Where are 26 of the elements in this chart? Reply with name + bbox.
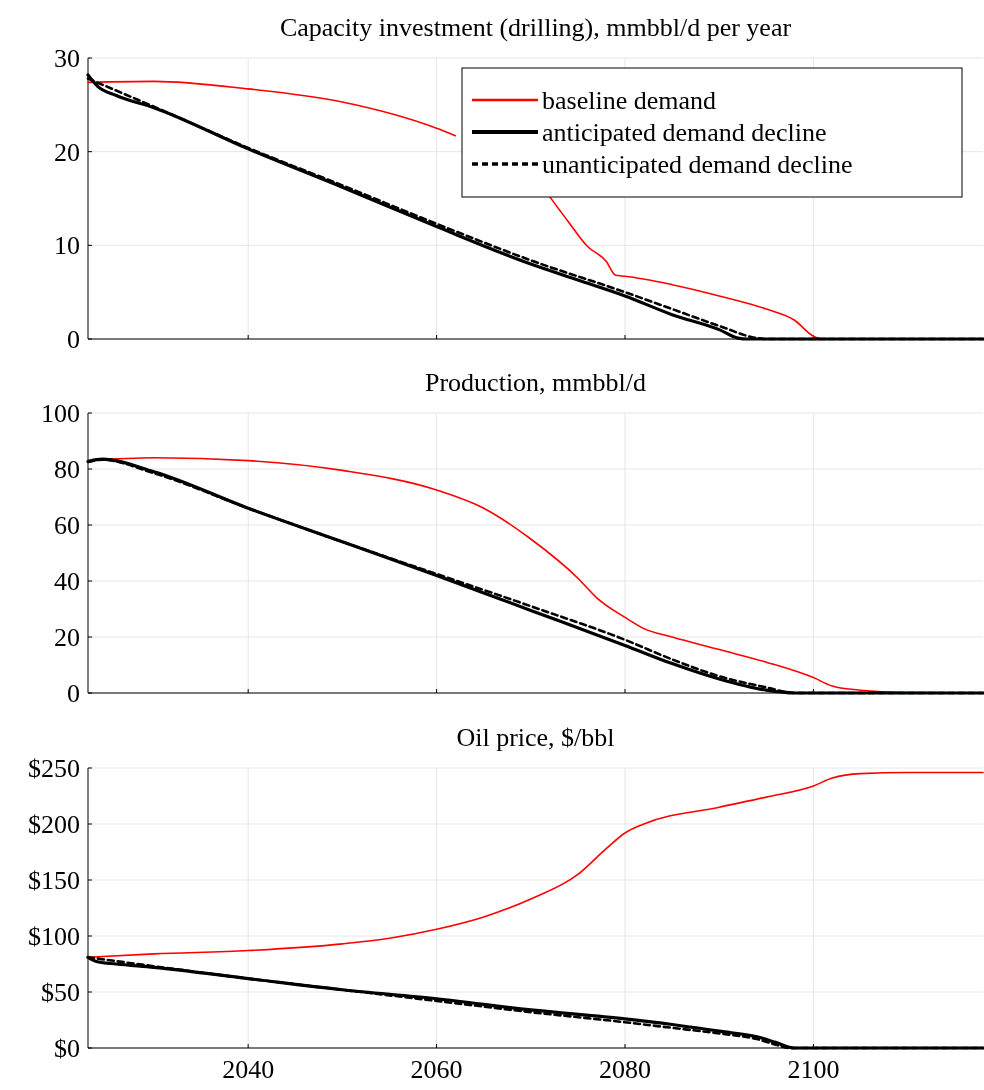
- x-tick-label: 2100: [787, 1055, 840, 1084]
- x-tick-label: 2040: [222, 1055, 275, 1084]
- x-tick-label: 2060: [410, 1055, 463, 1084]
- y-tick-label: 60: [54, 511, 80, 541]
- y-tick-label: $100: [28, 922, 80, 952]
- y-tick-label: $0: [54, 1034, 80, 1064]
- y-tick-label: $250: [28, 754, 80, 784]
- y-tick-label: 80: [54, 455, 80, 485]
- chart-title: Oil price, $/bbl: [456, 723, 615, 752]
- y-tick-label: 0: [67, 679, 80, 709]
- x-tick-label: 2080: [599, 1055, 651, 1084]
- y-tick-label: 0: [67, 325, 80, 355]
- y-tick-label: $50: [41, 978, 80, 1008]
- y-tick-label: $200: [28, 810, 80, 840]
- y-tick-label: 10: [54, 231, 80, 261]
- y-tick-label: 30: [54, 44, 80, 74]
- chart-title: Capacity investment (drilling), mmbbl/d per year: [279, 13, 792, 42]
- legend-label: unanticipated demand decline: [542, 150, 853, 180]
- y-tick-label: 20: [54, 137, 80, 167]
- y-tick-label: 40: [54, 567, 80, 597]
- legend-label: baseline demand: [542, 86, 716, 116]
- legend-label: anticipated demand decline: [542, 118, 827, 148]
- chart-title: Production, mmbbl/d: [425, 368, 646, 397]
- y-tick-label: $150: [28, 866, 80, 896]
- y-tick-label: 100: [41, 399, 80, 429]
- y-tick-label: 20: [54, 623, 80, 653]
